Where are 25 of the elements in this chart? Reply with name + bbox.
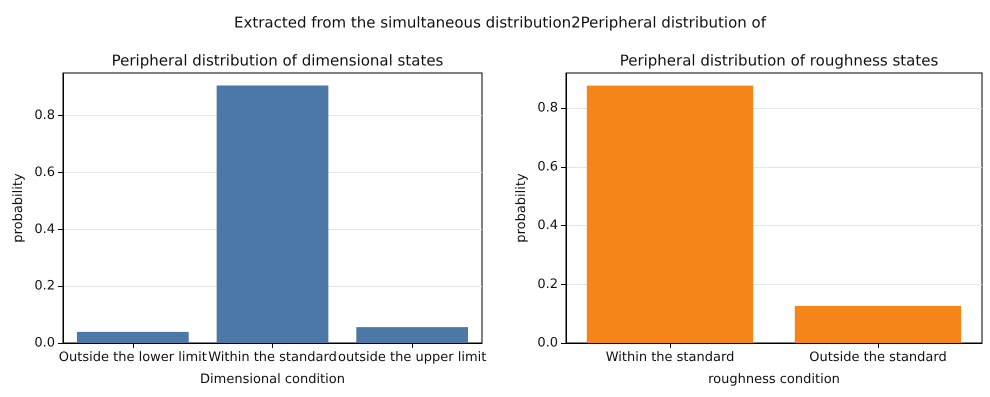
y-tick-label: 0.4: [537, 218, 558, 234]
x-tick-label: Within the standard: [208, 350, 337, 365]
y-tick-label: 0.8: [537, 100, 558, 116]
y-tick-label: 0.0: [34, 336, 55, 350]
x-tick-label: Outside the standard: [809, 350, 947, 365]
y-tick-label: 0.6: [34, 164, 55, 180]
bar: [76, 332, 189, 343]
x-axis-title: Dimensional condition: [200, 372, 345, 387]
y-tick-label: 0.6: [537, 159, 558, 174]
x-axis-title: roughness condition: [708, 372, 840, 387]
y-tick-label: 0.2: [34, 278, 55, 294]
text: Extracted from the simultaneous distribution2Peripheral distribution of: [234, 14, 767, 32]
y-tick-label: 0.2: [537, 276, 558, 292]
y-tick-label: 0.0: [537, 336, 558, 350]
x-tick-label: Within the standard: [606, 350, 734, 365]
bar: [356, 327, 468, 343]
bar: [216, 86, 328, 343]
y-axis-title: probability: [11, 173, 26, 243]
y-tick-label: 0.8: [34, 108, 55, 124]
chart-title: Peripheral distribution of roughness states: [620, 52, 938, 70]
y-tick-label: 0.4: [34, 222, 55, 237]
y-axis-title: probability: [514, 173, 529, 243]
chart-title: Peripheral distribution of dimensional states: [112, 52, 444, 70]
x-tick-label: Outside the lower limit: [58, 350, 207, 365]
x-tick-label: outside the upper limit: [338, 350, 486, 365]
